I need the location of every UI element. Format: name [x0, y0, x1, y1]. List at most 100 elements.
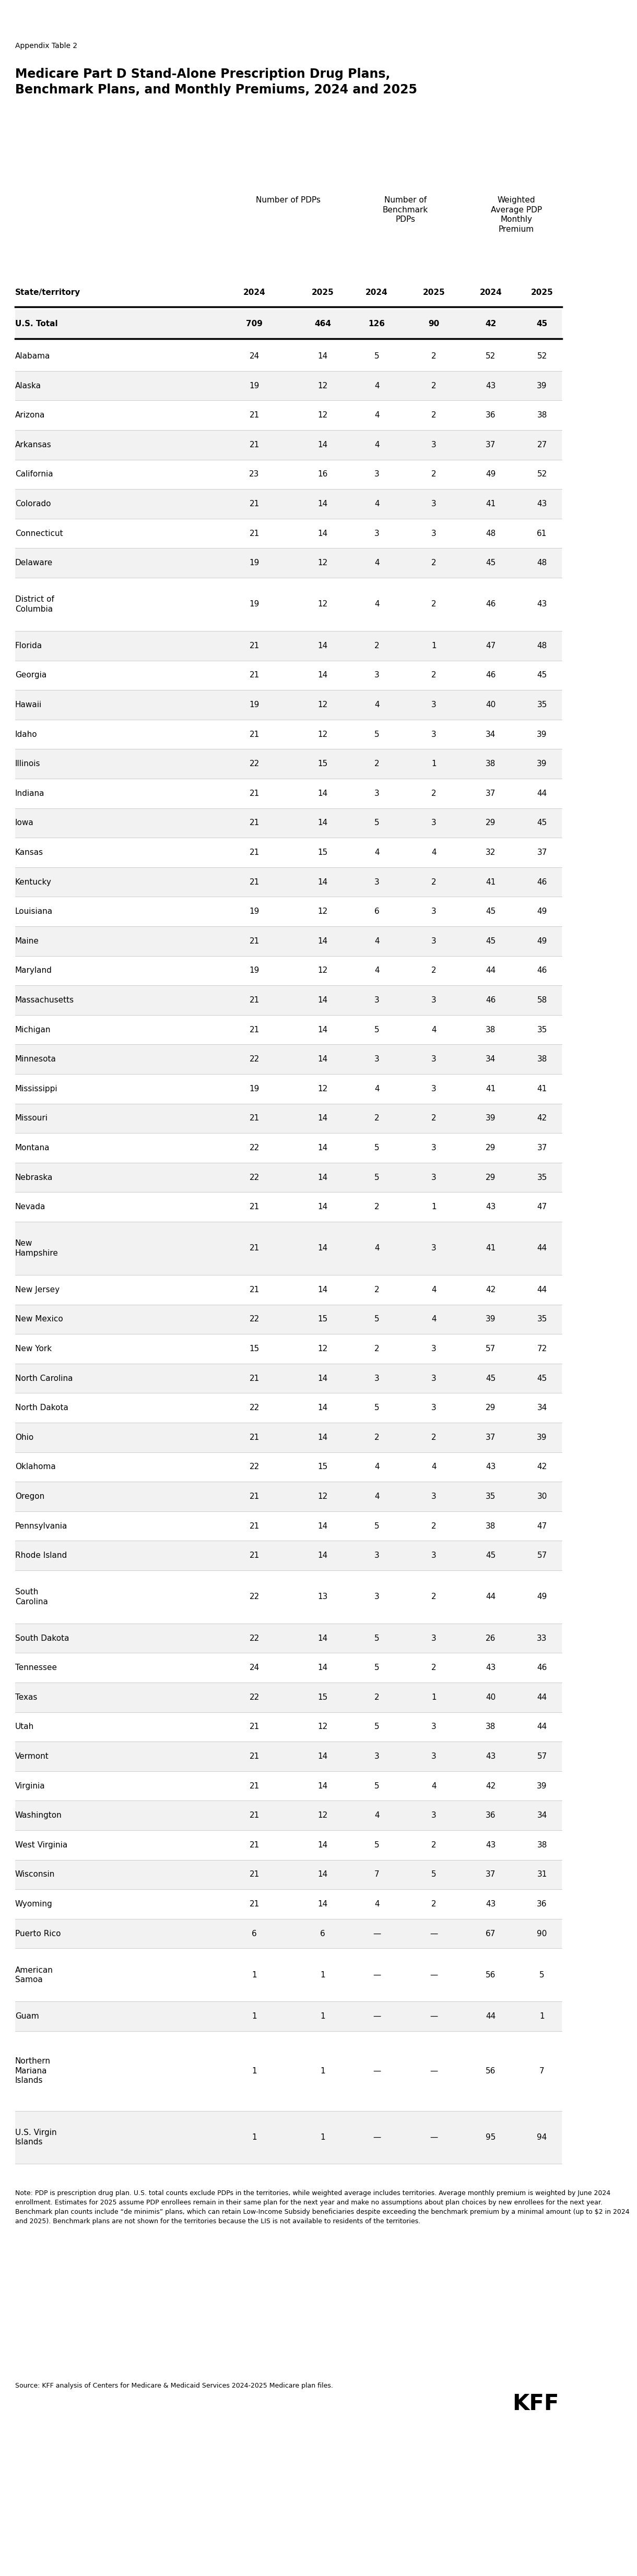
- Text: 1: 1: [320, 2133, 325, 2141]
- Text: 34: 34: [537, 1811, 547, 1819]
- Text: 5: 5: [375, 1723, 379, 1731]
- Text: 15: 15: [318, 1692, 327, 1700]
- Text: 44: 44: [485, 2012, 496, 2020]
- Text: 22: 22: [249, 1633, 259, 1641]
- Text: 49: 49: [485, 471, 496, 479]
- FancyBboxPatch shape: [15, 837, 562, 868]
- Text: 12: 12: [318, 1345, 327, 1352]
- Text: 3: 3: [431, 1056, 436, 1064]
- Text: 39: 39: [537, 760, 547, 768]
- Text: 43: 43: [485, 1463, 496, 1471]
- Text: 45: 45: [485, 1551, 496, 1558]
- Text: 21: 21: [249, 1115, 259, 1123]
- Text: 12: 12: [318, 1084, 327, 1092]
- Text: 49: 49: [537, 907, 547, 914]
- FancyBboxPatch shape: [15, 309, 562, 340]
- Text: 39: 39: [537, 732, 547, 739]
- Text: Source: KFF analysis of Centers for Medicare & Medicaid Services 2024-2025 Medic: Source: KFF analysis of Centers for Medi…: [15, 2383, 333, 2388]
- Text: 3: 3: [431, 907, 436, 914]
- Text: 36: 36: [485, 412, 496, 420]
- Text: 4: 4: [375, 500, 379, 507]
- Text: 3: 3: [431, 819, 436, 827]
- Text: 44: 44: [485, 1592, 496, 1600]
- Text: 26: 26: [485, 1633, 496, 1641]
- Text: Connecticut: Connecticut: [15, 531, 63, 538]
- FancyBboxPatch shape: [15, 1303, 562, 1334]
- Text: 3: 3: [431, 732, 436, 739]
- Text: 22: 22: [249, 1056, 259, 1064]
- Text: —: —: [373, 2066, 381, 2074]
- Text: 21: 21: [249, 1901, 259, 1909]
- Text: 2: 2: [431, 1115, 436, 1123]
- Text: 709: 709: [246, 319, 262, 327]
- Text: Washington: Washington: [15, 1811, 62, 1819]
- FancyBboxPatch shape: [15, 1772, 562, 1801]
- Text: 14: 14: [318, 1664, 327, 1672]
- Text: 12: 12: [318, 966, 327, 974]
- Text: 95: 95: [485, 2133, 496, 2141]
- Text: 67: 67: [485, 1929, 496, 1937]
- Text: 5: 5: [375, 1025, 379, 1033]
- Text: 21: 21: [249, 848, 259, 855]
- Text: Virginia: Virginia: [15, 1783, 45, 1790]
- FancyBboxPatch shape: [15, 2030, 562, 2110]
- Text: 42: 42: [537, 1463, 547, 1471]
- FancyBboxPatch shape: [15, 719, 562, 750]
- Text: 37: 37: [537, 848, 547, 855]
- Text: 38: 38: [537, 412, 547, 420]
- FancyBboxPatch shape: [15, 1860, 562, 1888]
- Text: 4: 4: [375, 966, 379, 974]
- Text: 7: 7: [540, 2066, 545, 2074]
- Text: 3: 3: [431, 500, 436, 507]
- Text: Ohio: Ohio: [15, 1432, 33, 1443]
- Text: 12: 12: [318, 1492, 327, 1499]
- Text: 34: 34: [485, 1056, 496, 1064]
- Text: 2: 2: [375, 1115, 379, 1123]
- Text: —: —: [430, 1929, 438, 1937]
- Text: 21: 21: [249, 1811, 259, 1819]
- Text: 41: 41: [485, 878, 496, 886]
- Text: 1: 1: [431, 641, 436, 649]
- Text: 14: 14: [318, 788, 327, 799]
- Text: 3: 3: [374, 1376, 379, 1383]
- Text: 14: 14: [318, 500, 327, 507]
- Text: 1: 1: [431, 1203, 436, 1211]
- Text: Nevada: Nevada: [15, 1203, 45, 1211]
- Text: 43: 43: [485, 1842, 496, 1850]
- Text: 2: 2: [431, 1432, 436, 1443]
- Text: 5: 5: [375, 1175, 379, 1182]
- Text: 22: 22: [249, 1175, 259, 1182]
- Text: 3: 3: [431, 1633, 436, 1641]
- Text: 52: 52: [537, 353, 547, 361]
- FancyBboxPatch shape: [15, 1741, 562, 1772]
- Text: 48: 48: [485, 531, 496, 538]
- Text: 46: 46: [485, 997, 496, 1005]
- Text: 4: 4: [375, 938, 379, 945]
- FancyBboxPatch shape: [15, 896, 562, 927]
- Text: 2: 2: [431, 353, 436, 361]
- Text: 4: 4: [375, 1492, 379, 1499]
- Text: 47: 47: [537, 1203, 547, 1211]
- Text: 21: 21: [249, 1752, 259, 1759]
- Text: 42: 42: [485, 1285, 496, 1293]
- Text: Nebraska: Nebraska: [15, 1175, 53, 1182]
- Text: 12: 12: [318, 1811, 327, 1819]
- Text: 5: 5: [540, 1971, 545, 1978]
- Text: 72: 72: [537, 1345, 547, 1352]
- Text: 40: 40: [485, 1692, 496, 1700]
- Text: 3: 3: [374, 788, 379, 799]
- Text: 2: 2: [375, 641, 379, 649]
- FancyBboxPatch shape: [15, 1540, 562, 1571]
- FancyBboxPatch shape: [15, 927, 562, 956]
- Text: 21: 21: [249, 1870, 259, 1878]
- Text: 36: 36: [485, 1811, 496, 1819]
- Text: 4: 4: [375, 600, 379, 608]
- Text: 12: 12: [318, 412, 327, 420]
- Text: 21: 21: [249, 1285, 259, 1293]
- Text: Illinois: Illinois: [15, 760, 40, 768]
- Text: 21: 21: [249, 819, 259, 827]
- Text: 2025: 2025: [311, 289, 334, 296]
- Text: Mississippi: Mississippi: [15, 1084, 57, 1092]
- Text: 21: 21: [249, 672, 259, 680]
- Text: 4: 4: [431, 1316, 436, 1324]
